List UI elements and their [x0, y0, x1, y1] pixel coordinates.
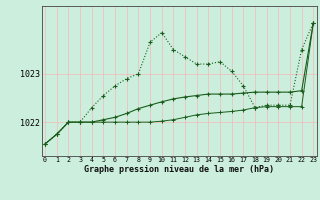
X-axis label: Graphe pression niveau de la mer (hPa): Graphe pression niveau de la mer (hPa)	[84, 165, 274, 174]
